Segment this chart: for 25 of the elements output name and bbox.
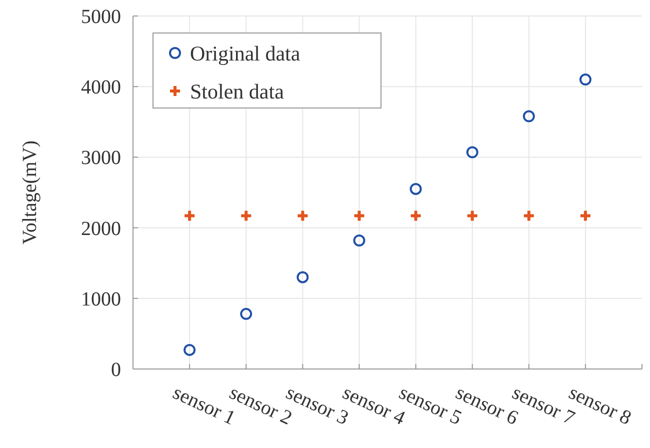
y-tick-label: 5000 — [81, 6, 121, 28]
legend-label: Original data — [190, 41, 301, 66]
point — [184, 344, 196, 356]
point — [579, 74, 592, 86]
point — [296, 209, 310, 222]
point — [466, 209, 479, 222]
point — [410, 182, 422, 195]
point — [240, 209, 253, 222]
point — [578, 209, 592, 222]
legend-label: Stolen data — [190, 79, 285, 104]
point — [183, 209, 196, 222]
y-axis-title: Voltage(mV) — [19, 140, 41, 245]
point — [353, 234, 366, 247]
point — [409, 209, 422, 222]
point — [352, 209, 366, 222]
y-tick-label: 0 — [111, 359, 121, 381]
point — [296, 271, 309, 284]
y-tick-label: 4000 — [81, 76, 121, 99]
y-tick-label: 1000 — [81, 288, 121, 310]
point — [522, 110, 535, 122]
point — [240, 308, 252, 320]
point — [522, 209, 536, 222]
y-tick-label: 3000 — [81, 147, 121, 170]
y-tick-label: 2000 — [81, 218, 121, 240]
point — [466, 146, 478, 158]
